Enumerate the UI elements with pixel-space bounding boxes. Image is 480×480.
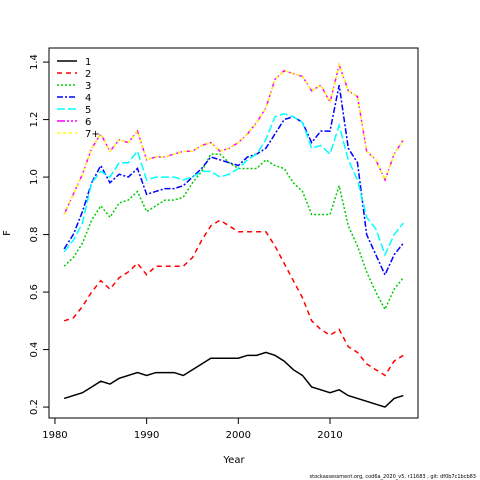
series-line — [63, 84, 404, 277]
y-tick-label: 1.2 — [29, 112, 40, 128]
series-line — [63, 62, 404, 215]
series-line — [63, 113, 404, 257]
footer: stockassessment.org, cod6a_2020_v5, r116… — [310, 474, 476, 480]
legend-label: 5 — [85, 105, 91, 116]
x-tick-label: 2000 — [226, 430, 251, 441]
x-tick-label: 1990 — [134, 430, 159, 441]
y-axis-label: F — [2, 230, 13, 236]
legend-label: 1 — [85, 57, 91, 68]
x-tick-label: 1980 — [42, 430, 67, 441]
series-line — [63, 153, 404, 312]
y-tick-label: 0.4 — [29, 342, 40, 358]
legend-label: 7+ — [85, 129, 100, 140]
plot-frame — [48, 47, 419, 419]
y-tick-label: 1.4 — [29, 54, 40, 70]
x-tick-label: 2010 — [317, 430, 342, 441]
legend-label: 4 — [85, 93, 91, 104]
legend-label: 6 — [85, 117, 91, 128]
y-tick-label: 0.2 — [29, 399, 40, 415]
y-tick-label: 0.8 — [29, 227, 40, 243]
y-tick-label: 1.0 — [29, 169, 40, 185]
y-tick-label: 0.6 — [29, 284, 40, 300]
legend-label: 2 — [85, 69, 91, 80]
x-axis-label: Year — [222, 455, 245, 466]
series-line — [63, 351, 404, 408]
legend-label: 3 — [85, 81, 91, 92]
series-line — [63, 62, 404, 215]
series-line — [63, 219, 404, 377]
